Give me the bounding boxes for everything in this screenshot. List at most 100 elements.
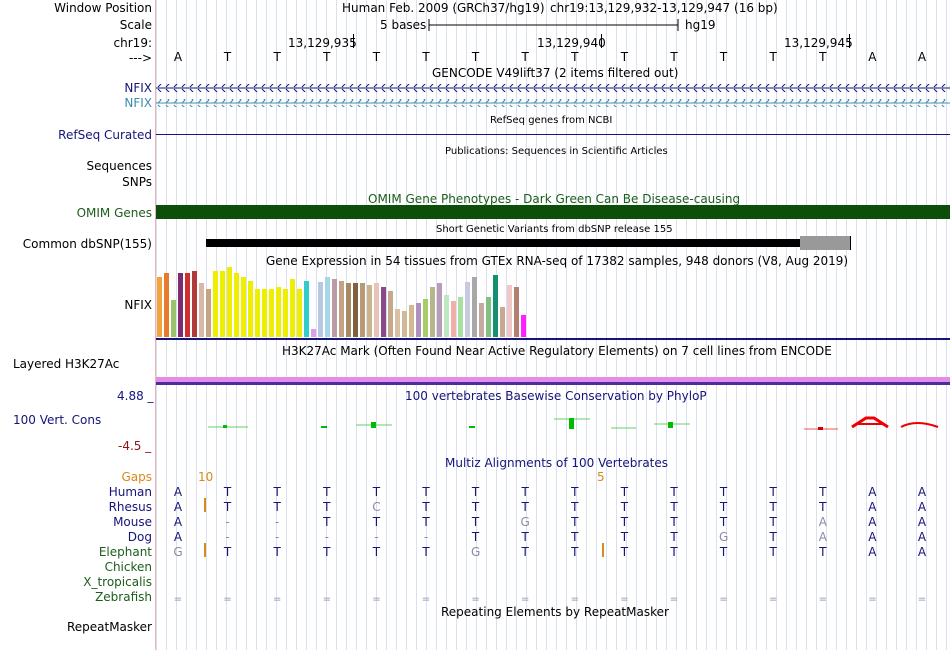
gtex-tissue-bar[interactable] [248, 281, 253, 337]
sequences-label[interactable]: Sequences [86, 159, 152, 173]
grid-line [896, 0, 897, 650]
grid-line [756, 0, 757, 650]
gtex-tissue-bar[interactable] [472, 277, 477, 337]
gtex-tissue-bar[interactable] [164, 273, 169, 337]
gtex-tissue-bar[interactable] [493, 275, 498, 337]
gtex-gene-label[interactable]: NFIX [124, 298, 152, 312]
window-position-value[interactable]: chr19:13,129,932-13,129,947 (16 bp) [550, 1, 778, 15]
gtex-tissue-bar[interactable] [157, 277, 162, 337]
aligned-base: T [223, 485, 232, 499]
gtex-tissue-bar[interactable] [283, 289, 288, 337]
aligned-base: A [868, 530, 877, 544]
omim-phenotype-bar[interactable] [156, 205, 950, 219]
dbsnp-variant-block[interactable] [800, 236, 851, 250]
insertion-marker [602, 543, 604, 557]
refseq-label[interactable]: RefSeq Curated [58, 128, 152, 142]
h3k27ac-label[interactable]: Layered H3K27Ac [13, 357, 120, 371]
species-label[interactable]: Mouse [113, 515, 152, 529]
aligned-base: T [571, 515, 579, 529]
gtex-tissue-bar[interactable] [206, 289, 211, 337]
gtex-tissue-bar[interactable] [451, 301, 456, 337]
gtex-tissue-bar[interactable] [255, 289, 260, 337]
snps-label[interactable]: SNPs [122, 175, 152, 189]
gtex-tissue-bar[interactable] [262, 289, 267, 337]
gtex-tissue-bar[interactable] [178, 273, 183, 337]
gencode-title: GENCODE V49lift37 (2 items filtered out) [432, 66, 679, 80]
gtex-tissue-bar[interactable] [213, 271, 218, 337]
gtex-tissue-bar[interactable] [479, 303, 484, 337]
gtex-tissue-bar[interactable] [325, 277, 330, 337]
phylop-label[interactable]: 100 Vert. Cons [13, 413, 102, 427]
aligned-base: A [868, 500, 877, 514]
grid-line [816, 0, 817, 650]
gtex-tissue-bar[interactable] [297, 289, 302, 337]
gencode-item-label[interactable]: NFIX [124, 81, 152, 95]
gtex-tissue-bar[interactable] [171, 300, 176, 337]
gtex-tissue-bar[interactable] [318, 282, 323, 337]
gtex-tissue-bar[interactable] [353, 283, 358, 337]
gtex-tissue-bar[interactable] [367, 285, 372, 337]
gtex-tissue-bar[interactable] [465, 282, 470, 337]
species-label[interactable]: Dog [127, 530, 152, 544]
aligned-base: - [275, 515, 280, 529]
gtex-tissue-bar[interactable] [423, 299, 428, 337]
gtex-tissue-bar[interactable] [220, 271, 225, 337]
gtex-tissue-bar[interactable] [430, 287, 435, 337]
gtex-tissue-bar[interactable] [416, 303, 421, 337]
gtex-tissue-bar[interactable] [339, 281, 344, 337]
h3k27ac-signal-bottom[interactable] [156, 382, 950, 385]
gaps-label: Gaps [121, 470, 152, 484]
refseq-gene-line[interactable] [156, 134, 950, 135]
gtex-tissue-bar[interactable] [458, 297, 463, 337]
gtex-tissue-bar[interactable] [234, 273, 239, 337]
gtex-tissue-bar[interactable] [346, 283, 351, 337]
gtex-tissue-bar[interactable] [486, 297, 491, 337]
gtex-tissue-bar[interactable] [332, 279, 337, 337]
gtex-tissue-bar[interactable] [444, 295, 449, 337]
species-label[interactable]: Chicken [104, 560, 152, 574]
gtex-tissue-bar[interactable] [374, 283, 379, 337]
gtex-tissue-bar[interactable] [381, 287, 386, 337]
dbsnp-label[interactable]: Common dbSNP(155) [22, 237, 152, 251]
dbsnp-variant-bar[interactable] [206, 239, 850, 247]
grid-line [636, 0, 637, 650]
species-label[interactable]: X_tropicalis [83, 575, 152, 589]
chrom-label: chr19: [113, 36, 152, 50]
grid-line [846, 0, 847, 650]
gtex-tissue-bar[interactable] [269, 289, 274, 337]
gtex-tissue-bar[interactable] [199, 283, 204, 337]
gtex-tissue-bar[interactable] [402, 311, 407, 337]
reference-base: T [323, 50, 331, 64]
h3k27ac-signal-top[interactable] [156, 377, 950, 382]
gencode-transcripts[interactable] [156, 80, 950, 110]
gtex-tissue-bar[interactable] [192, 271, 197, 337]
species-label[interactable]: Rhesus [108, 500, 152, 514]
species-label[interactable]: Elephant [98, 545, 152, 559]
repeatmasker-label[interactable]: RepeatMasker [66, 620, 152, 634]
gtex-tissue-bar[interactable] [311, 329, 316, 337]
grid-line [536, 0, 537, 650]
gtex-tissue-bar[interactable] [409, 305, 414, 337]
aligned-base: T [372, 485, 381, 499]
aligned-base: = [768, 594, 778, 605]
gtex-tissue-bar[interactable] [241, 277, 246, 337]
gtex-tissue-bar[interactable] [360, 283, 365, 337]
phylop-conservation-plot[interactable] [156, 405, 950, 435]
omim-label[interactable]: OMIM Genes [76, 206, 152, 220]
gtex-tissue-bar[interactable] [388, 291, 393, 337]
gtex-tissue-bar[interactable] [227, 267, 232, 337]
gtex-tissue-bar[interactable] [276, 287, 281, 337]
gtex-tissue-bar[interactable] [514, 287, 519, 337]
species-label[interactable]: Zebrafish [95, 590, 152, 604]
gtex-tissue-bar[interactable] [290, 279, 295, 337]
gtex-tissue-bar[interactable] [437, 283, 442, 337]
gtex-tissue-bar[interactable] [500, 307, 505, 337]
gtex-tissue-bar[interactable] [185, 273, 190, 337]
gtex-tissue-bar[interactable] [395, 309, 400, 337]
gtex-tissue-bar[interactable] [521, 315, 526, 337]
gencode-item-label[interactable]: NFIX [124, 96, 152, 110]
gtex-tissue-bar[interactable] [507, 285, 512, 337]
species-label[interactable]: Human [108, 485, 152, 499]
grid-line [686, 0, 687, 650]
gtex-tissue-bar[interactable] [304, 281, 309, 337]
